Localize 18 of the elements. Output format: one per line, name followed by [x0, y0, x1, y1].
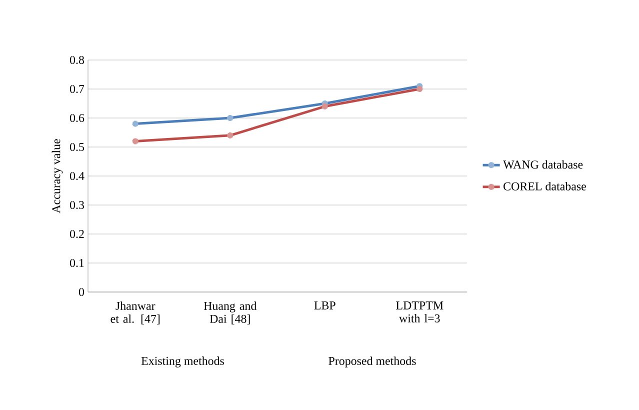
x-tick-label: LBP [314, 302, 336, 310]
y-axis-title: Accuracy value [52, 139, 63, 214]
text: Proposed methods [328, 356, 416, 368]
legend-label: WANG database [503, 160, 583, 169]
y-tick-label: 0.2 [70, 230, 84, 238]
x-tick-label: Huang and Dai [48] [204, 302, 257, 324]
text: Existing methods [141, 356, 224, 368]
y-tick-label: 0 [78, 288, 84, 296]
y-tick-label: 0.1 [70, 258, 84, 268]
x-tick-label: Jhanwar et al. [47] [110, 302, 160, 324]
x-tick-label: LDTPTM with l=3 [396, 302, 444, 322]
y-tick-label: 0.3 [70, 200, 84, 210]
y-tick-label: 0.5 [70, 142, 84, 152]
y-tick-label: 0.8 [70, 56, 84, 64]
y-tick-label: 0.4 [70, 172, 84, 180]
y-tick-label: 0.6 [70, 114, 84, 122]
y-tick-label: 0.7 [70, 84, 84, 94]
legend-label: COREL database [504, 182, 586, 190]
